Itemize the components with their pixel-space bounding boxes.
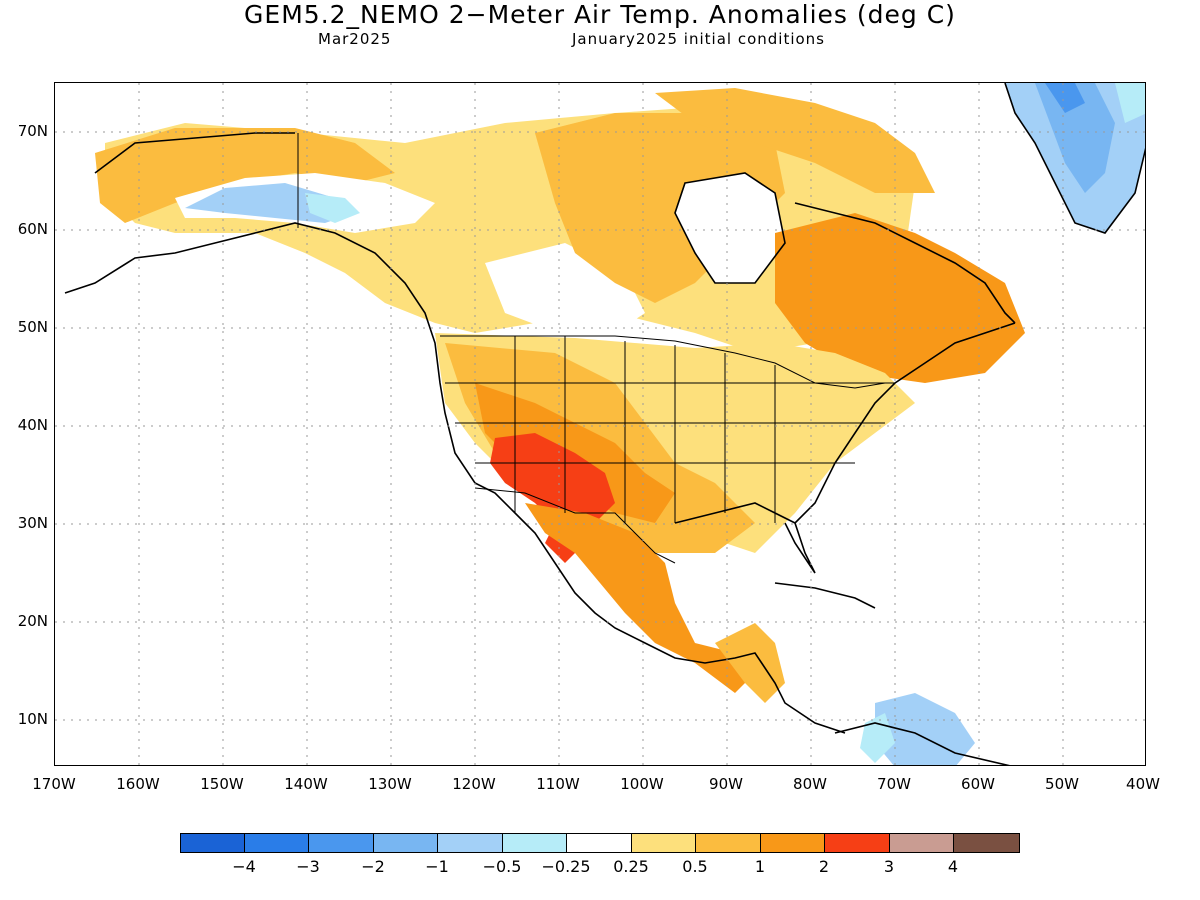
legend-label: 3 [883, 857, 895, 876]
labrador-outline [794, 202, 1016, 324]
anomaly-fills [95, 83, 1145, 765]
legend-swatch [437, 833, 503, 853]
legend-swatch [308, 833, 374, 853]
lon-label-110w: 110W [536, 775, 580, 793]
mexico-orange-fill [525, 503, 755, 693]
legend-swatch [502, 833, 567, 853]
legend-label: 1 [754, 857, 766, 876]
lat-label-60n: 60N [17, 220, 48, 238]
us-east-coastline [794, 322, 1016, 524]
alaska-orange-fill [95, 128, 395, 223]
color-legend [180, 833, 1020, 855]
page-title: GEM5.2_NEMO 2−Meter Air Temp. Anomalies … [244, 0, 956, 29]
lon-label-130w: 130W [368, 775, 412, 793]
lat-label-20n: 20N [17, 612, 48, 630]
hudson-bay-water [675, 173, 785, 283]
lon-label-160w: 160W [116, 775, 160, 793]
lon-label-170w: 170W [32, 775, 76, 793]
greenland-mid-blue-fill [1035, 83, 1115, 193]
legend-label: −2 [361, 857, 385, 876]
political-borders [297, 133, 895, 564]
us-canada-border [440, 335, 886, 389]
legend-swatch [180, 833, 245, 853]
south-america-outline [834, 722, 1010, 765]
greenland-outline [1004, 83, 1145, 234]
legend-label: 0.5 [682, 857, 708, 876]
lat-label-30n: 30N [17, 514, 48, 532]
forecast-month: Mar2025 [318, 30, 392, 48]
legend-label: −0.25 [541, 857, 591, 876]
lon-label-100w: 100W [620, 775, 664, 793]
lat-label-50n: 50N [17, 318, 48, 336]
greenland-cyan-fill [1115, 83, 1145, 123]
hudson-bay-outline [674, 172, 786, 284]
legend-swatch [373, 833, 438, 853]
us-mexico-border [474, 487, 676, 564]
caribbean-blue-fill [875, 693, 975, 765]
lon-label-60w: 60W [961, 775, 995, 793]
lat-label-70n: 70N [17, 122, 48, 140]
legend-swatch [889, 833, 954, 853]
greenland-dark-blue-fill [1045, 83, 1085, 113]
yukon-cyan-fill [305, 193, 360, 223]
lon-label-40w: 40W [1126, 775, 1160, 793]
alaska-north-coast [94, 132, 295, 174]
legend-label: −0.5 [482, 857, 522, 876]
legend-swatch [953, 833, 1020, 853]
lat-label-40n: 40N [17, 416, 48, 434]
initial-conditions: January2025 initial conditions [572, 30, 825, 48]
lon-label-80w: 80W [793, 775, 827, 793]
legend-swatch [695, 833, 761, 853]
central-america-fill [715, 623, 785, 703]
lon-label-90w: 90W [709, 775, 743, 793]
legend-swatch [244, 833, 309, 853]
map-panel [54, 82, 1146, 766]
arctic-orange-fill [655, 88, 935, 193]
graticule [55, 83, 1145, 765]
legend-label: 0.25 [613, 857, 649, 876]
cuba-outline [774, 582, 876, 609]
lon-label-120w: 120W [452, 775, 496, 793]
lon-label-140w: 140W [284, 775, 328, 793]
legend-swatch [631, 833, 696, 853]
legend-swatch [566, 833, 632, 853]
lat-label-10n: 10N [17, 710, 48, 728]
legend-label: −3 [296, 857, 320, 876]
legend-label: 2 [818, 857, 830, 876]
map-canvas [55, 83, 1145, 765]
legend-swatch [824, 833, 890, 853]
legend-label: −1 [425, 857, 449, 876]
legend-label: 4 [947, 857, 959, 876]
legend-swatch [760, 833, 825, 853]
coastlines [64, 83, 1145, 765]
lon-label-50w: 50W [1045, 775, 1079, 793]
legend-label: −4 [232, 857, 256, 876]
north-america-coastline [64, 222, 846, 734]
lon-label-150w: 150W [200, 775, 244, 793]
lon-label-70w: 70W [877, 775, 911, 793]
